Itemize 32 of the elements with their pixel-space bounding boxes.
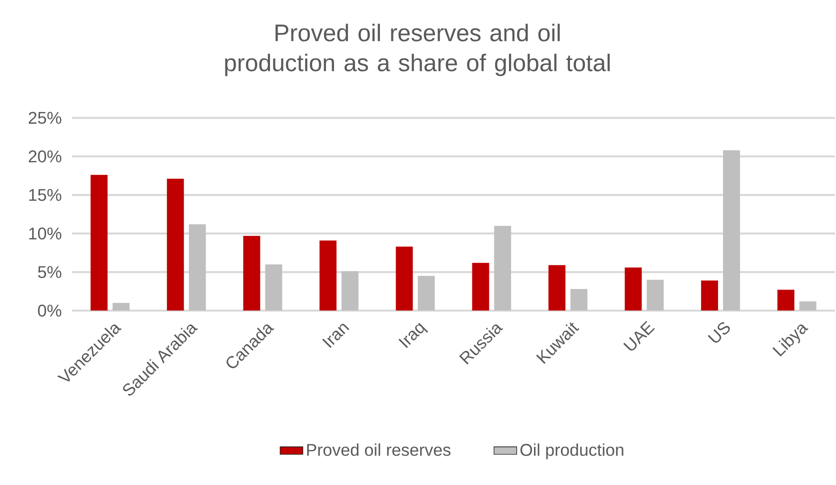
y-tick-label: 25% — [28, 112, 62, 124]
bar — [90, 174, 108, 310]
bar — [188, 224, 206, 310]
y-tick-label: 0% — [38, 304, 62, 316]
legend-label: Proved oil reserves — [307, 443, 450, 456]
bar — [396, 246, 413, 310]
bar — [112, 302, 130, 310]
bar — [494, 226, 512, 310]
bar — [265, 264, 282, 310]
bar — [646, 280, 664, 310]
bar — [341, 271, 358, 310]
y-tick-label: 5% — [38, 266, 62, 278]
bar — [320, 240, 337, 310]
y-tick-label: 15% — [29, 188, 62, 201]
bar — [243, 236, 260, 310]
bar — [799, 301, 816, 310]
bar — [723, 150, 740, 310]
x-tick-label: Iran — [322, 324, 350, 348]
bar — [418, 276, 435, 310]
bar — [624, 267, 642, 310]
bar — [777, 290, 794, 310]
chart-title: Proved oil reserves and oil production as a share of global total — [225, 24, 610, 76]
bar — [166, 178, 184, 310]
legend-label: Oil production — [520, 443, 624, 460]
x-tick-label: US — [708, 322, 730, 342]
x-tick-label: Iraq — [398, 322, 428, 348]
y-tick-label: 10% — [29, 227, 62, 240]
y-tick-label: 20% — [28, 150, 62, 162]
bar — [701, 280, 718, 310]
bar — [472, 262, 490, 310]
bar — [570, 288, 588, 310]
bar — [548, 264, 566, 310]
